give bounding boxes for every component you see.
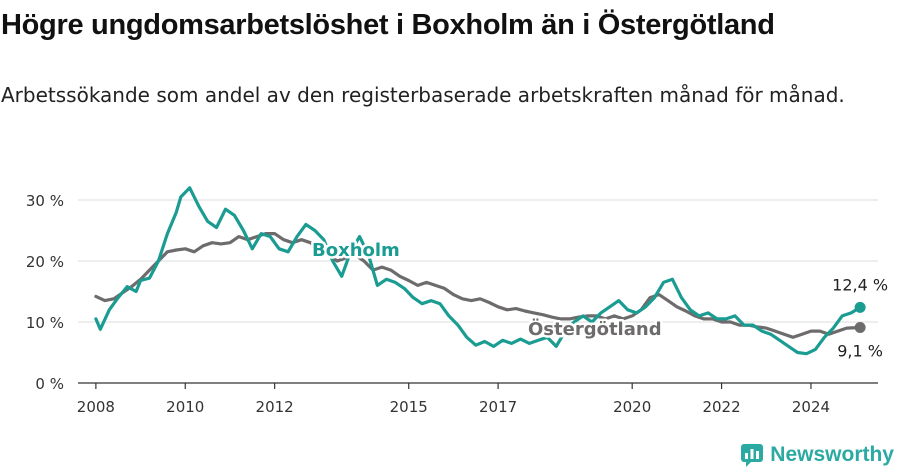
y-tick-label: 20 % (26, 253, 64, 271)
chart-title: Högre ungdomsarbetslöshet i Boxholm än i… (1, 9, 775, 41)
x-tick-label: 2015 (390, 398, 428, 416)
x-tick-label: 2012 (256, 398, 294, 416)
series-label-boxholm: Boxholm (312, 240, 400, 261)
y-tick-label: 0 % (35, 375, 64, 393)
newsworthy-logo-text: Newsworthy (770, 443, 894, 466)
series-end-marker-boxholm (854, 301, 866, 313)
newsworthy-logo-icon (741, 444, 764, 467)
x-tick-label: 2022 (702, 398, 740, 416)
x-tick-label: 2008 (77, 398, 115, 416)
series-line-ostergotland (94, 232, 862, 339)
x-tick-label: 2017 (479, 398, 517, 416)
x-tick-label: 2010 (166, 398, 204, 416)
series-end-marker-ostergotland (854, 321, 866, 333)
newsworthy-logo: Newsworthy (740, 442, 894, 468)
series-label-ostergotland: Östergötland (528, 318, 662, 340)
x-tick-label: 2024 (792, 398, 830, 416)
y-tick-label: 30 % (26, 192, 64, 210)
x-tick-label: 2020 (613, 398, 651, 416)
end-value-label-ostergotland: 9,1 % (837, 341, 883, 360)
chart-subtitle: Arbetssökande som andel av den registerb… (1, 83, 845, 107)
end-value-label-boxholm: 12,4 % (832, 275, 888, 294)
series-line-boxholm (94, 186, 862, 356)
y-tick-label: 10 % (26, 314, 64, 332)
